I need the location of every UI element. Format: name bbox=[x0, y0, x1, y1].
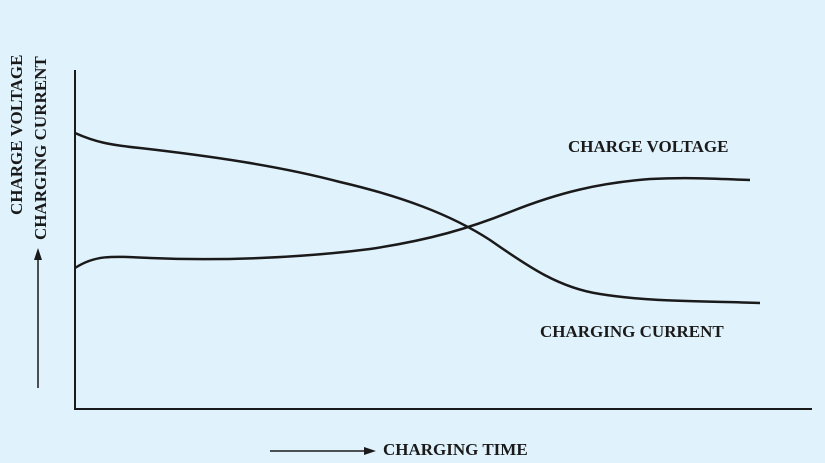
curve-label: CHARGING CURRENT bbox=[540, 322, 724, 341]
y-arrowhead bbox=[34, 248, 42, 260]
y-axis-label: CHARGING CURRENT bbox=[31, 56, 50, 240]
charging-current-curve bbox=[74, 131, 761, 305]
charge-voltage-curve bbox=[74, 176, 751, 270]
curve-label: CHARGE VOLTAGE bbox=[568, 137, 728, 156]
x-arrowhead bbox=[364, 447, 376, 455]
y-axis-label: CHARGE VOLTAGE bbox=[7, 55, 26, 215]
x-axis-label: CHARGING TIME bbox=[383, 440, 528, 459]
